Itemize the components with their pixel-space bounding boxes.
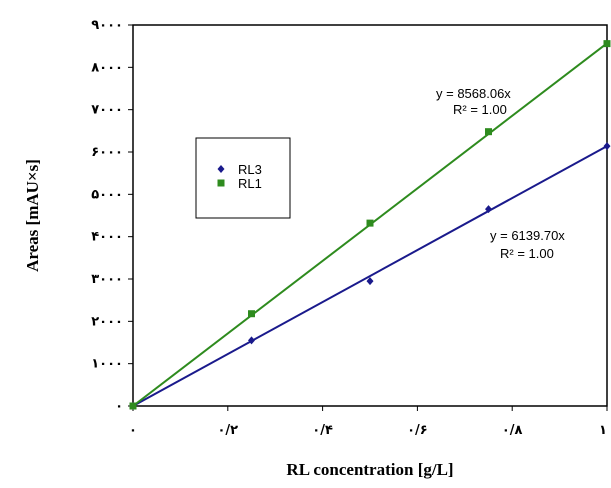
rl1-trendline-equation: y = 8568.06x [436, 86, 511, 101]
y-axis-ticks: ٠ ١٠٠٠ ٢٠٠٠ ٣٠٠٠ ۴٠٠٠ ۵٠٠٠ ۶٠٠٠ ٧٠٠٠ ٨٠٠٠ ٩٠٠٠ [91, 18, 133, 414]
y-axis-title: Areas [mAU×s] [23, 159, 42, 272]
legend-box [195, 137, 291, 219]
y-tick-label: ٩٠٠٠ [91, 18, 123, 33]
point-rl3 [603, 142, 611, 151]
point-rl1 [603, 40, 611, 48]
legend-label-rl3: RL3 [238, 162, 262, 177]
rl1-r-squared: R² = 1.00 [453, 102, 507, 117]
x-tick-label: ٠/٨ [502, 423, 523, 438]
y-tick-label: ٠ [115, 399, 123, 414]
rl3-r-squared: R² = 1.00 [500, 246, 554, 261]
y-tick-label: ٣٠٠٠ [91, 272, 123, 287]
point-rl1 [129, 402, 137, 410]
y-tick-label: ١٠٠٠ [91, 357, 123, 372]
point-rl3 [485, 205, 492, 214]
point-rl1 [485, 128, 492, 136]
y-tick-label: ٢٠٠٠ [91, 314, 123, 329]
y-tick-label: ٧٠٠٠ [91, 103, 123, 118]
legend-marker-rl1 [217, 179, 225, 187]
trendline-rl3 [132, 145, 608, 407]
y-tick-label: ۴٠٠٠ [91, 230, 123, 245]
x-tick-label: ٠ [129, 423, 137, 438]
point-rl3 [248, 336, 255, 345]
y-tick-label: ٨٠٠٠ [91, 60, 123, 75]
data-points [129, 40, 611, 410]
y-tick-label: ۵٠٠٠ [91, 187, 123, 202]
x-axis-ticks: ٠ ٠/٢ ٠/۴ ٠/۶ ٠/٨ ١ [129, 406, 608, 438]
point-rl1 [366, 219, 374, 227]
x-axis-title: RL concentration [g/L] [286, 460, 453, 479]
point-rl1 [248, 310, 255, 318]
y-tick-label: ۶٠٠٠ [91, 145, 123, 160]
x-tick-label: ٠/٢ [217, 423, 238, 438]
x-tick-label: ٠/۶ [407, 423, 428, 438]
rl3-trendline-equation: y = 6139.70x [490, 228, 565, 243]
legend: RL3 RL1 [195, 137, 291, 219]
x-tick-label: ١ [599, 423, 607, 438]
legend-marker-rl3 [217, 165, 225, 173]
legend-label-rl1: RL1 [238, 176, 262, 191]
plot-area [132, 24, 608, 407]
point-rl3 [366, 277, 374, 286]
x-tick-label: ٠/۴ [312, 423, 333, 438]
